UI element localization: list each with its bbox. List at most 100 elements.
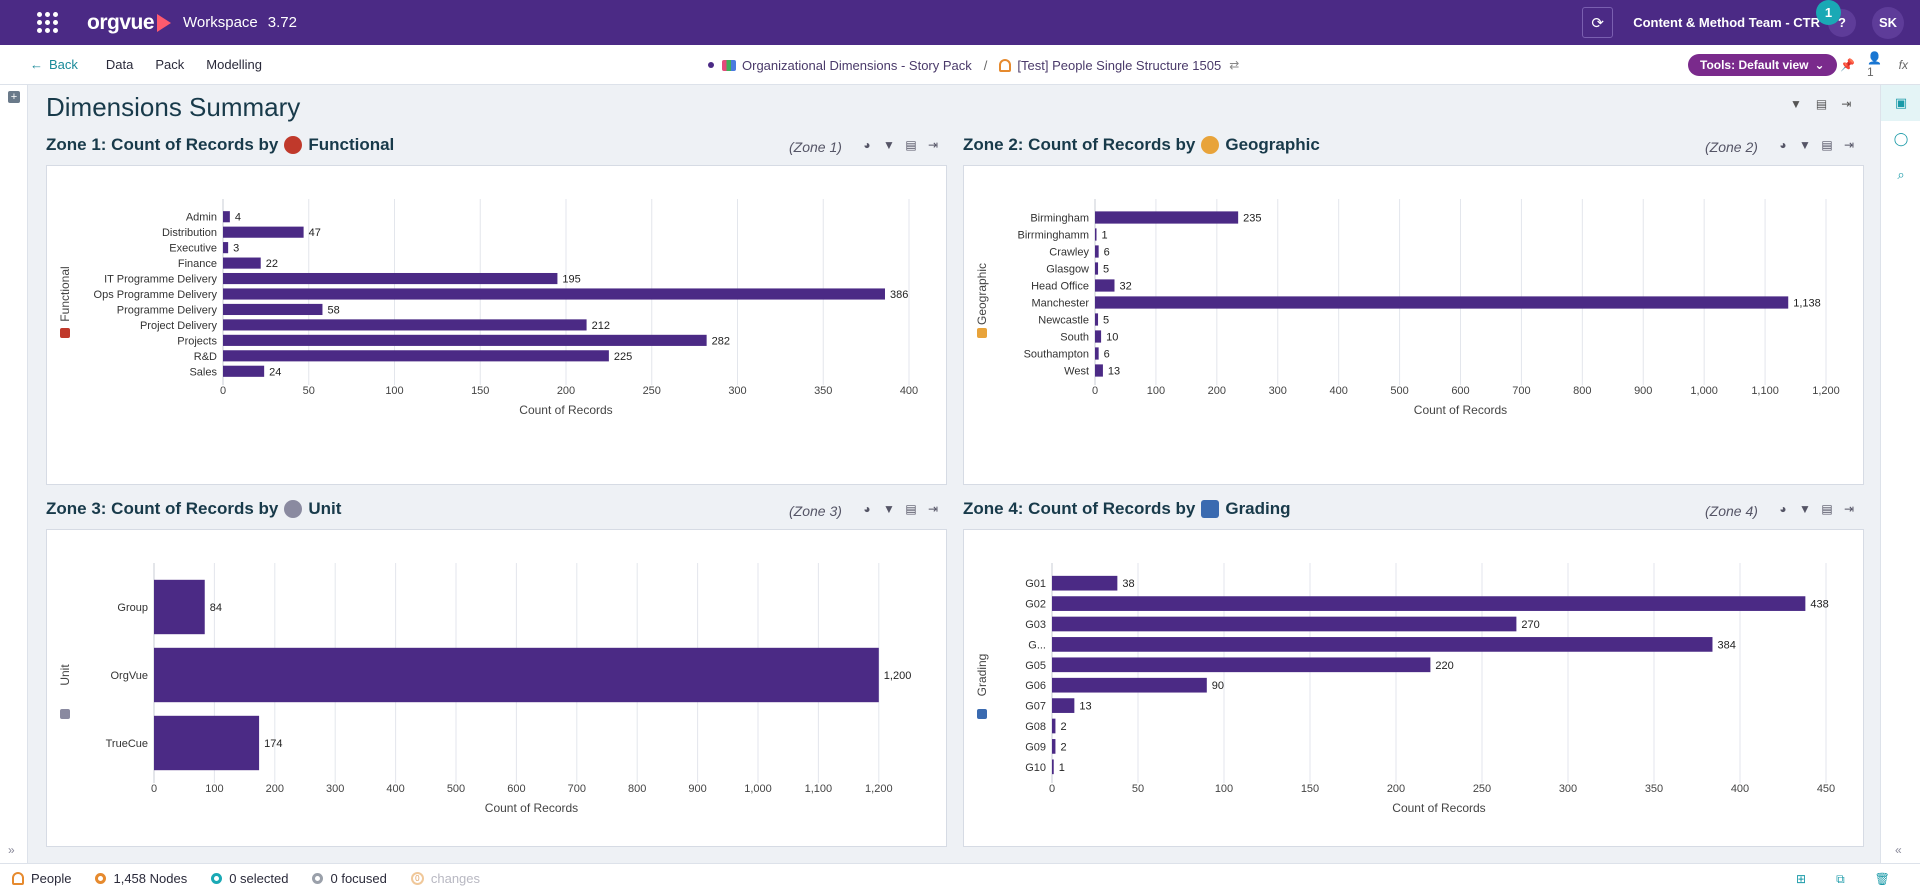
filter-icon[interactable]: ▼ — [883, 502, 895, 516]
status-dataset[interactable]: People — [12, 871, 71, 886]
palette-icon[interactable]: ◕ — [1779, 138, 1787, 152]
breadcrumb: Organizational Dimensions - Story Pack /… — [708, 45, 1239, 85]
data-label: 1 — [1059, 762, 1065, 774]
circle-icon[interactable]: ◯ — [1893, 131, 1909, 146]
category-label: Head Office — [1031, 281, 1089, 293]
export-icon[interactable]: ⇥ — [1843, 502, 1855, 516]
export-icon[interactable]: ⇥ — [1843, 138, 1855, 152]
x-tick-label: 200 — [557, 385, 575, 397]
category-label: R&D — [194, 351, 217, 363]
comment-icon[interactable]: ▤ — [1821, 502, 1833, 516]
zone-2-chart[interactable]: 0 100 200 300 400 500 600 700 800 900 1,000 1,100 1,… — [964, 166, 1865, 486]
status-focused[interactable]: 0 focused — [312, 871, 387, 886]
category-label: G08 — [1025, 721, 1046, 733]
nav-link-modelling[interactable]: Modelling — [206, 57, 262, 72]
x-tick-label: 1,000 — [1690, 385, 1718, 397]
focused-icon — [312, 873, 324, 884]
delete-icon[interactable]: 🗑 — [1874, 872, 1890, 886]
comment-icon[interactable]: ▤ — [1821, 138, 1833, 152]
back-button[interactable]: ← Back — [30, 57, 78, 72]
palette-icon[interactable]: ◕ — [1779, 502, 1787, 516]
filter-icon[interactable]: ▼ — [1799, 138, 1811, 152]
nav-link-data[interactable]: Data — [105, 57, 134, 72]
zone-3-chart[interactable]: 0 100 200 300 400 500 600 700 800 900 1,000 1,100 1,… — [47, 530, 948, 848]
y-axis-dimension-icon — [60, 709, 70, 719]
x-tick-label: 1,000 — [744, 783, 772, 795]
bar — [1095, 330, 1102, 343]
tools-view-dropdown[interactable]: Tools: Default view ⌄ — [1688, 54, 1837, 76]
nav-link-pack[interactable]: Pack — [155, 57, 185, 72]
workspace-label: Workspace — [183, 14, 258, 31]
category-label: West — [1064, 366, 1089, 378]
zone-1-chart[interactable]: 0 50 100 150 200 250 300 350 400 Admin 4 Distributi… — [47, 166, 948, 486]
search-icon[interactable]: ⌕ — [1897, 167, 1905, 182]
copy-icon[interactable]: ⧉ — [1836, 871, 1845, 886]
status-changes[interactable]: 0 changes — [410, 871, 480, 886]
notification-badge[interactable]: 1 — [1816, 0, 1841, 25]
zone-1-chart-panel: 0 50 100 150 200 250 300 350 400 Admin 4 Distributi… — [46, 165, 947, 485]
refresh-button[interactable]: ⟳ — [1582, 7, 1614, 38]
zone-1-icons: ◕ ▼ ▤ ⇥ — [856, 138, 944, 152]
zone-4-chart-panel: 0 50 100 150 200 250 300 350 400 450 G01 38 G02 438 G0… — [963, 529, 1864, 847]
bar — [1052, 698, 1075, 713]
palette-icon[interactable]: ◕ — [863, 138, 871, 152]
grading-icon — [1201, 500, 1220, 518]
users-count[interactable]: 👤1 — [1866, 51, 1882, 79]
add-icon[interactable]: + — [8, 91, 20, 103]
category-label: Sales — [189, 366, 217, 378]
category-label: Glasgow — [1046, 264, 1089, 276]
changes-icon: 0 — [410, 872, 424, 885]
x-tick-label: 300 — [728, 385, 746, 397]
filter-icon[interactable]: ▼ — [1799, 502, 1811, 516]
user-avatar[interactable]: SK — [1872, 6, 1904, 39]
x-tick-label: 350 — [814, 385, 832, 397]
filter-icon[interactable]: ▼ — [1790, 97, 1802, 111]
logo-mark-icon — [157, 13, 172, 32]
expand-icon[interactable]: » — [8, 843, 15, 857]
status-nodes[interactable]: 1,458 Nodes — [95, 871, 187, 886]
sync-icon[interactable]: ⇄ — [1229, 58, 1240, 72]
comment-icon[interactable]: ▤ — [905, 502, 917, 516]
chevron-down-icon: ⌄ — [1814, 58, 1825, 72]
comment-icon[interactable]: ▤ — [905, 138, 917, 152]
pin-icon[interactable]: 📌 — [1840, 58, 1855, 72]
y-axis-label: Functional — [58, 266, 72, 321]
status-dataset-label: People — [31, 871, 72, 886]
data-label: 90 — [1212, 680, 1224, 692]
x-tick-label: 0 — [220, 385, 226, 397]
zone-4-chart[interactable]: 0 50 100 150 200 250 300 350 400 450 G01 38 G02 438 G0… — [964, 530, 1865, 848]
export-icon[interactable]: ⇥ — [927, 502, 939, 516]
x-tick-label: 700 — [1512, 385, 1530, 397]
breadcrumb-dataset[interactable]: [Test] People Single Structure 1505 — [1017, 57, 1222, 73]
bar — [223, 226, 304, 238]
x-tick-label: 1,100 — [1751, 385, 1779, 397]
add-node-icon[interactable]: ⊞ — [1796, 872, 1807, 886]
fx-icon[interactable]: fx — [1898, 58, 1908, 72]
chart-panel-icon[interactable]: ▣ — [1881, 85, 1920, 121]
bar — [1095, 279, 1115, 292]
zone-2-chart-panel: 0 100 200 300 400 500 600 700 800 900 1,000 1,100 1,… — [963, 165, 1864, 485]
category-label: South — [1060, 332, 1089, 344]
x-tick-label: 1,100 — [805, 783, 833, 795]
tools-label: Tools: Default view — [1700, 58, 1809, 72]
status-nodes-label: 1,458 Nodes — [113, 871, 188, 886]
comment-icon[interactable]: ▤ — [1815, 97, 1828, 111]
right-sidebar: ▣ ◯ ⌕ « — [1880, 85, 1920, 863]
arrow-left-icon: ← — [30, 57, 43, 72]
filter-icon[interactable]: ▼ — [883, 138, 895, 152]
breadcrumb-pack[interactable]: Organizational Dimensions - Story Pack — [742, 57, 972, 73]
palette-icon[interactable]: ◕ — [863, 502, 871, 516]
data-label: 3 — [233, 243, 239, 255]
export-icon[interactable]: ⇥ — [1841, 97, 1852, 111]
export-icon[interactable]: ⇥ — [927, 138, 939, 152]
collapse-icon[interactable]: « — [1895, 843, 1902, 857]
zone-1-title-prefix: Zone 1: Count of Records by — [46, 135, 279, 154]
apps-grid-icon[interactable] — [37, 11, 59, 34]
status-selected[interactable]: 0 selected — [211, 871, 288, 886]
x-tick-label: 300 — [1269, 385, 1287, 397]
zone-2-title: Zone 2: Count of Records by Geographic — [963, 135, 1320, 155]
team-name[interactable]: Content & Method Team - CTR — [1633, 15, 1820, 30]
orgvue-logo[interactable]: orgvue — [87, 11, 172, 35]
zone-4-title-dim: Grading — [1225, 499, 1291, 518]
zone-3-title: Zone 3: Count of Records by Unit — [46, 499, 341, 519]
